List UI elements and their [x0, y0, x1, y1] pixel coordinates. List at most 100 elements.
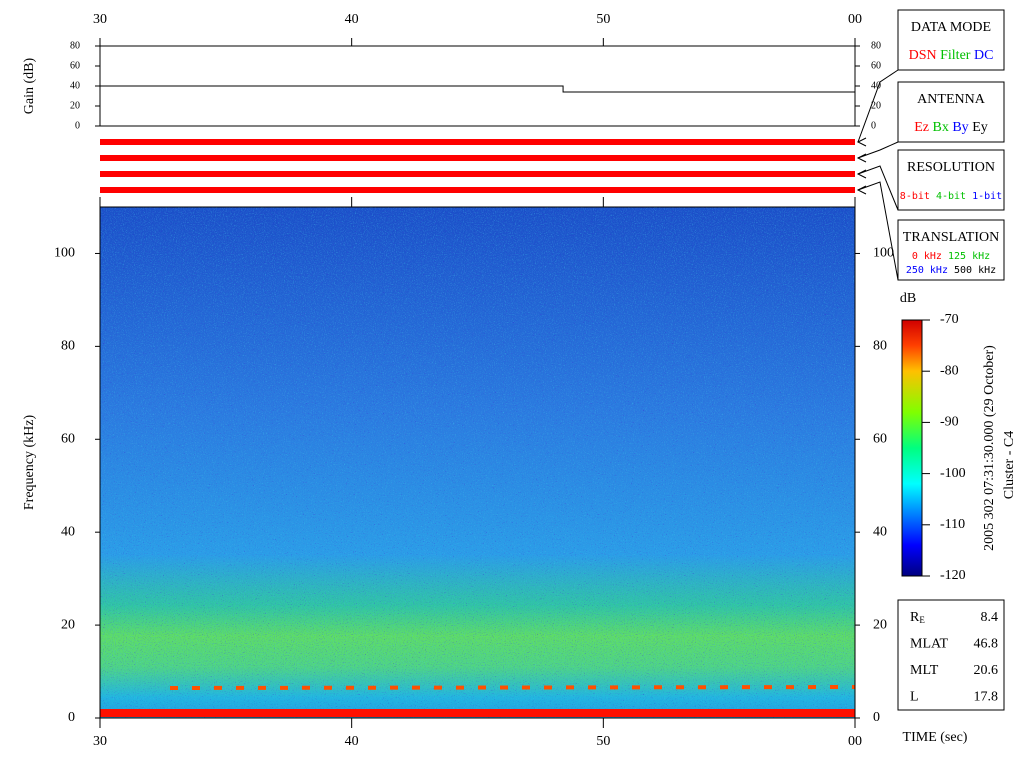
gain-line	[100, 85, 855, 93]
x-tick-label: 40	[345, 734, 359, 749]
x-axis-label: TIME (sec)	[903, 730, 968, 745]
colorbar-tick-label: -120	[940, 568, 966, 583]
y-tick-label: 60	[61, 431, 75, 446]
x-tick-label: 50	[596, 12, 610, 27]
arrowhead	[856, 185, 867, 195]
x-tick-label: 00	[848, 734, 862, 749]
y-tick-label: 80	[61, 339, 75, 354]
y-tick-label: 20	[61, 617, 75, 632]
ephemeris-label-text: MLT	[910, 663, 939, 678]
ephemeris-label: L	[910, 690, 919, 705]
arrowhead	[856, 137, 867, 147]
y-tick-label: 40	[70, 80, 80, 91]
y-tick-label: 80	[70, 40, 80, 51]
ephemeris-label: RE	[910, 610, 925, 625]
connector	[857, 165, 899, 211]
ephemeris-value: 17.8	[974, 690, 999, 705]
colorbar-tick-label: -70	[940, 312, 959, 327]
y-tick-label: 60	[70, 60, 80, 71]
spectrogram-band	[100, 709, 855, 717]
x-tick-label: 00	[848, 12, 862, 27]
x-tick-label: 30	[93, 12, 107, 27]
status-bar	[100, 171, 855, 177]
plot-frame	[99, 206, 856, 719]
connector	[857, 141, 899, 159]
ephemeris-subscript: E	[919, 615, 925, 625]
y-tick-label: 40	[873, 524, 887, 539]
ephemeris-label: MLAT	[910, 637, 949, 652]
panel-option: 1-bit	[972, 191, 1002, 202]
colorbar-tick-label: -100	[940, 466, 966, 481]
y-tick-label: 60	[871, 60, 881, 71]
status-bar	[100, 187, 855, 193]
arrowhead	[856, 169, 867, 179]
panel-option: DC	[974, 48, 993, 63]
y-tick-label: 20	[871, 100, 881, 111]
colorbar-tick-label: -110	[940, 517, 965, 532]
y-axis-label: Frequency (kHz)	[22, 415, 37, 511]
colorbar-tick-label: -90	[940, 415, 959, 430]
y-tick-label: 80	[873, 339, 887, 354]
ephemeris-value: 20.6	[974, 663, 999, 678]
panel-option: DSN	[909, 48, 937, 63]
colorbar-label: dB	[900, 291, 916, 306]
y-tick-label: 20	[873, 617, 887, 632]
spectrogram-noise	[100, 207, 855, 718]
panel-option: 125 kHz	[948, 251, 990, 262]
panel-option: 4-bit	[936, 191, 966, 202]
y-tick-label: 0	[871, 120, 876, 131]
ephemeris-box	[897, 599, 1005, 711]
panel-option: 0 kHz	[912, 251, 942, 262]
panel-option: Bx	[933, 120, 949, 135]
panel-title: RESOLUTION	[907, 160, 995, 175]
panel-options: 250 kHz 500 kHz	[906, 265, 996, 276]
timestamp: 2005 302 07:31:30.000 (29 October)	[982, 345, 997, 551]
panel-options: 8-bit 4-bit 1-bit	[900, 191, 1002, 202]
spacecraft: Cluster - C4	[1002, 431, 1017, 499]
panel-title: DATA MODE	[911, 20, 991, 35]
y-axis-label: Gain (dB)	[22, 57, 37, 114]
panel-box	[897, 81, 1005, 143]
y-tick-label: 40	[871, 80, 881, 91]
status-bar	[100, 155, 855, 161]
panel-box	[897, 9, 1005, 71]
y-tick-label: 40	[61, 524, 75, 539]
y-tick-label: 0	[68, 710, 75, 725]
arrowhead	[856, 153, 867, 163]
ephemeris-value: 8.4	[981, 610, 999, 625]
y-tick-label: 100	[873, 246, 894, 261]
panel-option: 8-bit	[900, 191, 930, 202]
y-tick-label: 100	[54, 246, 75, 261]
panel-option: Filter	[940, 48, 971, 63]
ephemeris-label-text: MLAT	[910, 637, 949, 652]
panel-box	[897, 149, 1005, 211]
panel-option: 250 kHz	[906, 265, 948, 276]
ephemeris-value: 46.8	[974, 637, 999, 652]
colorbar-tick-label: -80	[940, 363, 959, 378]
panel-box	[897, 219, 1005, 281]
panel-title: ANTENNA	[917, 92, 986, 107]
y-tick-label: 0	[75, 120, 80, 131]
connector	[857, 69, 899, 143]
spectrogram-band	[169, 685, 856, 690]
colorbar	[901, 319, 923, 577]
ephemeris-label-text: R	[910, 610, 920, 625]
x-tick-label: 40	[345, 12, 359, 27]
panel-option: Ez	[914, 120, 929, 135]
y-tick-label: 20	[70, 100, 80, 111]
ephemeris-label-text: L	[910, 690, 919, 705]
panel-options: DSN Filter DC	[909, 48, 994, 63]
panel-options: Ez Bx By Ey	[914, 120, 988, 135]
y-tick-label: 60	[873, 431, 887, 446]
connector	[857, 181, 899, 281]
y-tick-label: 0	[873, 710, 880, 725]
panel-option: Ey	[972, 120, 988, 135]
x-tick-label: 30	[93, 734, 107, 749]
panel-option: 500 kHz	[954, 265, 996, 276]
status-bar	[100, 139, 855, 145]
panel-title: TRANSLATION	[903, 230, 999, 245]
x-tick-label: 50	[596, 734, 610, 749]
panel-option: By	[952, 120, 968, 135]
panel-options: 0 kHz 125 kHz	[912, 251, 990, 262]
